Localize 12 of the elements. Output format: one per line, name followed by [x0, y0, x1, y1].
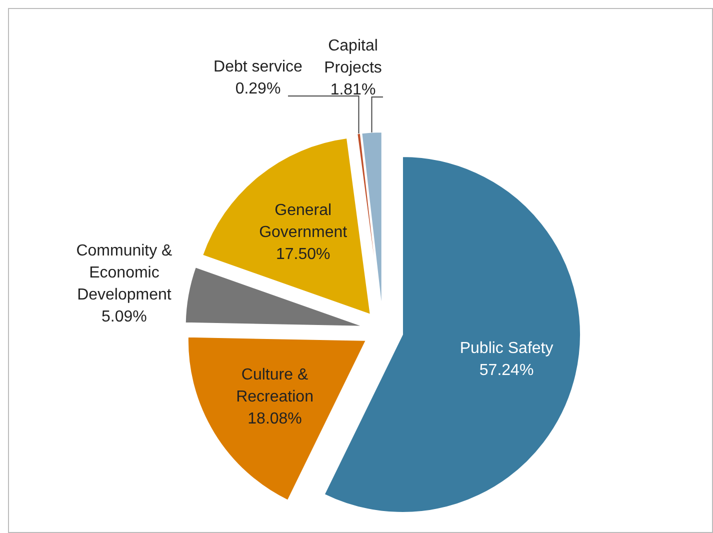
data-label: 1.81% [330, 82, 376, 99]
slice-label: Capital Projects [324, 38, 382, 77]
data-label: 0.29% [235, 80, 281, 98]
data-label: 5.09% [102, 308, 147, 326]
slice-label: Community & Economic Development [76, 242, 173, 304]
slice-label: Culture & Recreation [236, 366, 314, 406]
slice-label: General Government [259, 202, 348, 242]
data-label: 57.24% [479, 362, 534, 380]
slice-label: Debt service [214, 58, 303, 76]
data-label: 18.08% [248, 410, 302, 428]
data-label: 17.50% [276, 246, 330, 264]
slice-label: Public Safety [460, 340, 554, 358]
